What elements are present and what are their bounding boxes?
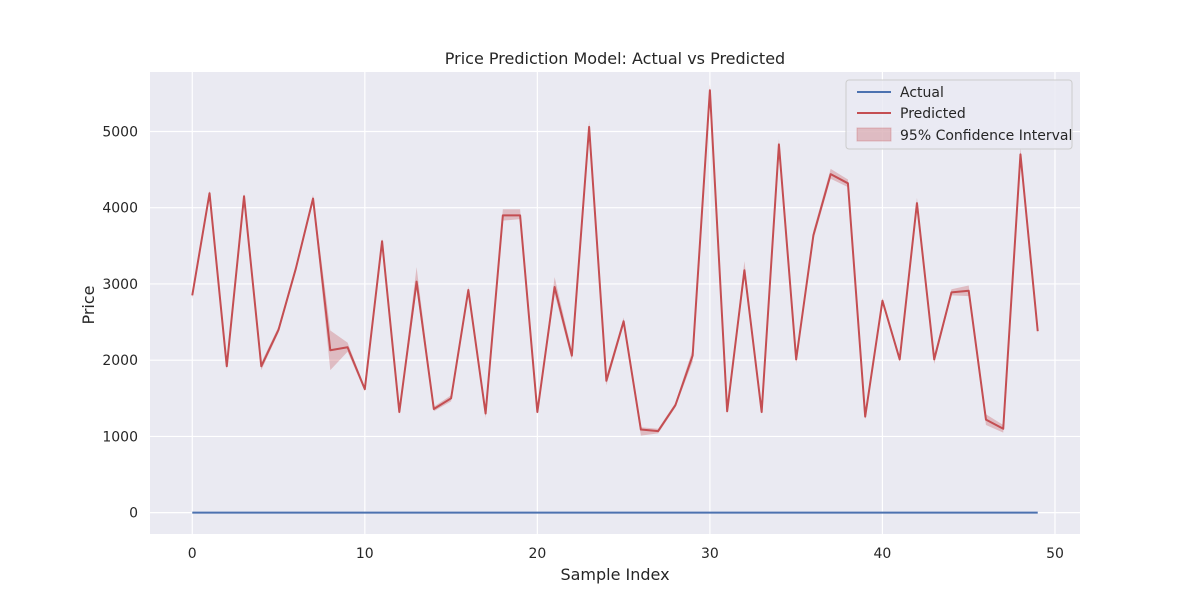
y-tick-label: 3000 xyxy=(102,277,138,293)
x-tick-label: 20 xyxy=(528,546,546,562)
y-axis-label: Price xyxy=(79,285,98,324)
x-tick-label: 40 xyxy=(874,546,892,562)
y-tick-label: 4000 xyxy=(102,201,138,217)
legend-ci-swatch xyxy=(856,127,892,142)
legend-predicted-label: Predicted xyxy=(900,106,966,122)
legend-ci-label: 95% Confidence Interval xyxy=(900,128,1072,144)
x-tick-label: 30 xyxy=(701,546,719,562)
x-axis-label: Sample Index xyxy=(560,565,669,584)
x-tick-label: 10 xyxy=(356,546,374,562)
y-tick-label: 1000 xyxy=(102,429,138,445)
x-tick-label: 0 xyxy=(188,546,197,562)
y-tick-label: 0 xyxy=(129,506,138,522)
x-axis-ticks: 0 10 20 30 40 50 xyxy=(188,546,1064,562)
y-tick-label: 2000 xyxy=(102,353,138,369)
chart-title: Price Prediction Model: Actual vs Predic… xyxy=(445,49,785,68)
legend-box xyxy=(845,79,1073,150)
series-line-predicted xyxy=(191,89,1039,433)
y-tick-label: 5000 xyxy=(102,124,138,140)
series-lines xyxy=(191,89,1039,514)
legend: Actual Predicted 95% Confidence Interval xyxy=(845,79,1073,150)
x-tick-label: 50 xyxy=(1046,546,1064,562)
legend-actual-label: Actual xyxy=(900,85,944,101)
y-axis-ticks: 0 1000 2000 3000 4000 5000 xyxy=(102,124,138,521)
